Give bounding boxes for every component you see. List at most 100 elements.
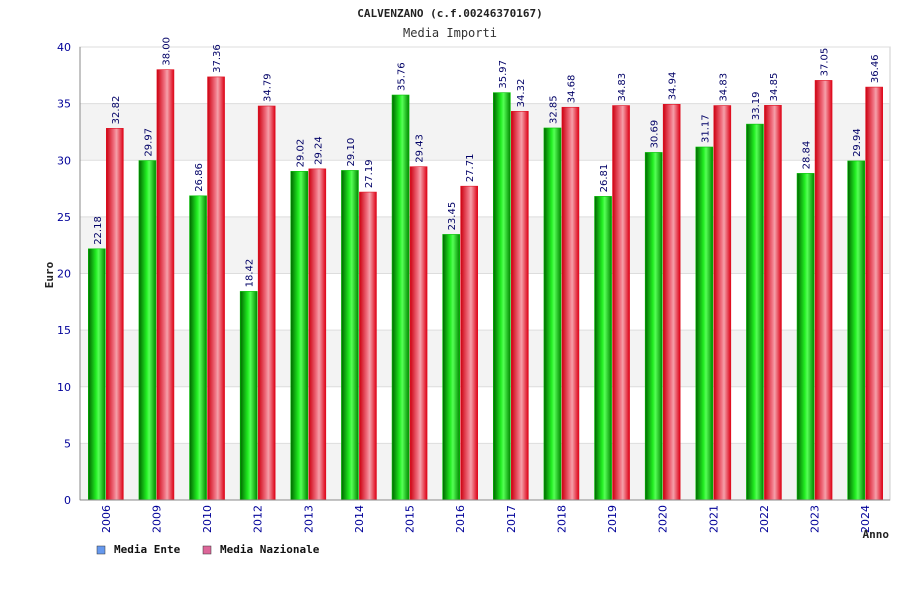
x-axis: 2006 2009 2010 2012 2013 2014 2015 2016 2017 2018… xyxy=(80,499,890,533)
data-label: 33.19 xyxy=(751,91,762,120)
legend: Media Ente Media Nazionale xyxy=(96,543,320,556)
bar xyxy=(106,128,124,501)
bar xyxy=(409,166,428,501)
bar xyxy=(662,104,681,501)
y-tick-label: 15 xyxy=(57,324,71,337)
x-tick-label: 2006 xyxy=(100,505,113,533)
bar xyxy=(156,69,175,501)
y-axis: 0 5 10 15 20 25 30 35 40 xyxy=(57,41,81,507)
bar xyxy=(644,152,663,501)
data-label: 29.24 xyxy=(313,136,324,165)
data-label: 34.83 xyxy=(617,73,628,102)
bar xyxy=(460,185,478,501)
y-tick-label: 40 xyxy=(57,41,71,54)
x-tick-label: 2016 xyxy=(454,505,467,533)
data-label: 32.85 xyxy=(548,95,559,124)
bar xyxy=(189,195,207,501)
bar xyxy=(796,173,815,501)
data-label: 37.05 xyxy=(820,48,831,77)
x-tick-label: 2019 xyxy=(606,505,619,533)
data-label: 34.32 xyxy=(516,79,527,108)
legend-swatch-media-nazionale xyxy=(202,545,212,555)
data-label: 29.94 xyxy=(852,128,863,157)
bar xyxy=(764,105,782,501)
data-label: 31.17 xyxy=(700,114,711,143)
data-label: 23.45 xyxy=(447,202,458,231)
bar xyxy=(290,171,309,501)
bar xyxy=(138,160,157,501)
x-tick-label: 2024 xyxy=(859,505,872,533)
x-axis-label: Anno xyxy=(863,528,890,541)
data-label: 29.02 xyxy=(295,139,306,168)
bar xyxy=(442,234,460,501)
bar xyxy=(543,127,562,501)
y-tick-label: 25 xyxy=(57,211,71,224)
x-tick-label: 2018 xyxy=(555,505,568,533)
bar xyxy=(612,105,630,501)
data-label: 27.19 xyxy=(364,159,375,188)
x-tick-label: 2017 xyxy=(505,505,518,533)
data-label: 34.83 xyxy=(718,73,729,102)
data-label: 35.76 xyxy=(397,62,408,91)
data-label: 37.36 xyxy=(212,44,223,73)
bar xyxy=(746,123,764,501)
x-tick-label: 2015 xyxy=(404,505,417,533)
x-tick-label: 2009 xyxy=(150,505,163,533)
y-tick-label: 35 xyxy=(57,98,71,111)
bar xyxy=(239,291,258,501)
bar xyxy=(257,105,276,501)
bar xyxy=(695,146,714,501)
bar xyxy=(847,160,865,501)
data-label: 18.42 xyxy=(245,259,256,288)
data-label: 28.84 xyxy=(802,141,813,170)
chart-title: CALVENZANO (c.f.00246370167) xyxy=(357,7,542,20)
y-axis-label: Euro xyxy=(43,261,56,288)
legend-swatch-media-ente xyxy=(96,545,106,555)
bar xyxy=(207,76,225,501)
data-label: 34.79 xyxy=(263,73,274,102)
legend-label-media-nazionale: Media Nazionale xyxy=(220,543,320,556)
data-label: 30.69 xyxy=(650,120,661,149)
bar xyxy=(493,92,511,501)
x-tick-label: 2012 xyxy=(252,505,265,533)
bar xyxy=(308,168,327,501)
x-tick-label: 2014 xyxy=(353,505,366,533)
data-label: 32.82 xyxy=(111,96,122,125)
y-tick-label: 0 xyxy=(64,494,71,507)
x-tick-label: 2022 xyxy=(758,505,771,533)
chart-subtitle: Media Importi xyxy=(403,26,497,40)
x-tick-label: 2023 xyxy=(809,505,822,533)
data-label: 34.68 xyxy=(566,75,577,104)
data-label: 35.97 xyxy=(498,60,509,89)
data-label: 29.97 xyxy=(143,128,154,157)
x-tick-label: 2013 xyxy=(302,505,315,533)
data-label: 34.85 xyxy=(769,73,780,102)
data-label: 22.18 xyxy=(93,216,104,245)
bar xyxy=(341,170,359,501)
bar xyxy=(511,111,529,501)
bar xyxy=(561,106,580,501)
bar xyxy=(594,196,612,501)
bar xyxy=(88,248,106,501)
data-label: 27.71 xyxy=(465,154,476,183)
data-label: 34.94 xyxy=(668,72,679,101)
y-tick-label: 20 xyxy=(57,268,71,281)
y-tick-label: 5 xyxy=(64,437,71,450)
legend-label-media-ente: Media Ente xyxy=(114,543,181,556)
data-label: 29.43 xyxy=(415,134,426,163)
bars xyxy=(88,69,883,501)
data-labels: 22.18 32.82 29.97 38.00 26.86 37.36 18.42 34.79… xyxy=(93,37,881,287)
bar xyxy=(865,86,883,501)
data-label: 38.00 xyxy=(161,37,172,66)
bar xyxy=(391,94,410,501)
y-tick-label: 30 xyxy=(57,154,71,167)
x-tick-label: 2021 xyxy=(707,505,720,533)
bar xyxy=(359,191,377,501)
x-tick-label: 2020 xyxy=(657,505,670,533)
bar xyxy=(814,80,833,501)
y-tick-label: 10 xyxy=(57,381,71,394)
data-label: 26.81 xyxy=(599,164,610,193)
data-label: 29.10 xyxy=(346,138,357,167)
data-label: 26.86 xyxy=(194,163,205,192)
